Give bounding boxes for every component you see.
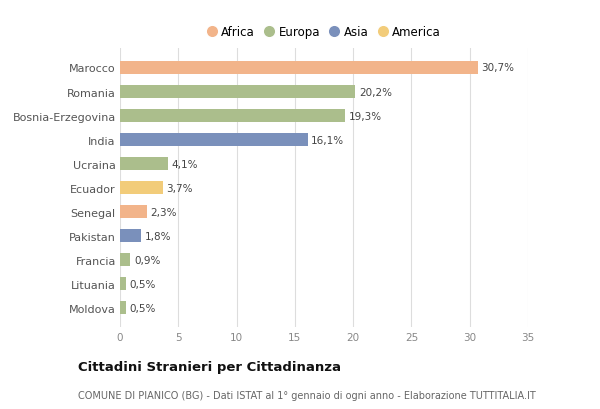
Text: 4,1%: 4,1% <box>171 159 198 169</box>
Bar <box>120 182 163 195</box>
Text: 16,1%: 16,1% <box>311 135 344 145</box>
Text: 3,7%: 3,7% <box>167 183 193 193</box>
Text: 20,2%: 20,2% <box>359 87 392 97</box>
Bar <box>120 254 130 267</box>
Text: 0,5%: 0,5% <box>130 303 156 313</box>
Text: 2,3%: 2,3% <box>151 207 177 217</box>
Bar <box>120 157 168 171</box>
Text: 0,9%: 0,9% <box>134 255 160 265</box>
Text: 30,7%: 30,7% <box>481 63 514 73</box>
Text: Cittadini Stranieri per Cittadinanza: Cittadini Stranieri per Cittadinanza <box>78 360 341 373</box>
Bar <box>120 86 355 99</box>
Text: 19,3%: 19,3% <box>349 111 382 121</box>
Bar <box>120 62 478 75</box>
Bar <box>120 229 141 243</box>
Bar <box>120 134 308 147</box>
Text: 0,5%: 0,5% <box>130 279 156 289</box>
Legend: Africa, Europa, Asia, America: Africa, Europa, Asia, America <box>202 22 446 44</box>
Bar <box>120 205 147 219</box>
Bar <box>120 301 126 315</box>
Text: 1,8%: 1,8% <box>145 231 171 241</box>
Bar <box>120 277 126 290</box>
Bar <box>120 110 345 123</box>
Text: COMUNE DI PIANICO (BG) - Dati ISTAT al 1° gennaio di ogni anno - Elaborazione TU: COMUNE DI PIANICO (BG) - Dati ISTAT al 1… <box>78 389 536 400</box>
